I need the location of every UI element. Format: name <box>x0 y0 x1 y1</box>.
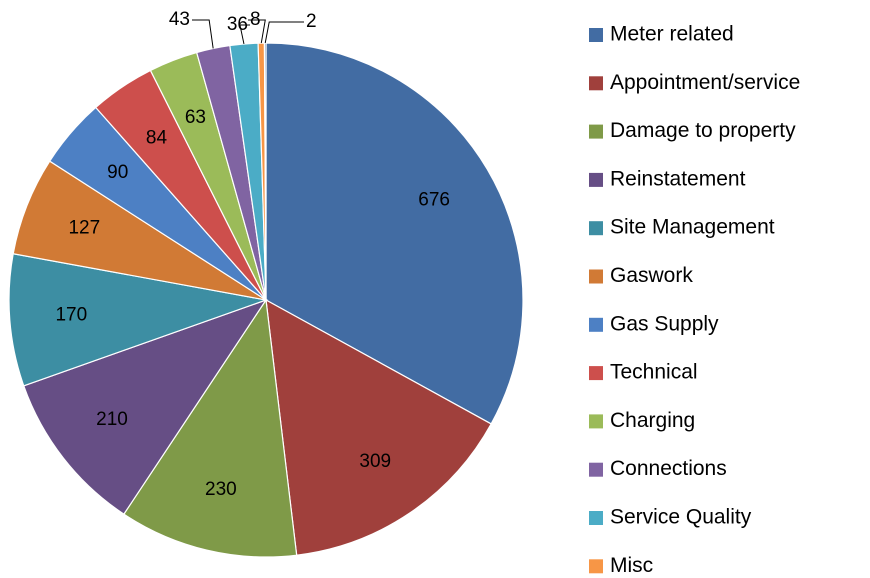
legend-swatch <box>589 172 603 187</box>
legend-label: Site Management <box>610 216 775 239</box>
data-label: 676 <box>418 190 450 211</box>
legend-swatch <box>589 366 603 381</box>
data-label: 230 <box>205 479 237 500</box>
leader-line <box>239 24 250 45</box>
legend-label: Gas Supply <box>610 312 719 335</box>
legend-label: Gaswork <box>610 264 693 287</box>
data-label: 127 <box>68 217 100 238</box>
data-label: 90 <box>107 162 128 183</box>
legend-swatch <box>589 269 603 284</box>
legend-swatch <box>589 76 603 91</box>
data-label: 36 <box>227 14 248 35</box>
legend-label: Meter related <box>610 23 734 46</box>
legend-swatch <box>589 124 603 139</box>
data-label: 210 <box>96 409 128 430</box>
legend-label: Service Quality <box>610 506 752 529</box>
leader-line <box>192 19 214 49</box>
legend-swatch <box>589 28 603 42</box>
legend-label: Misc <box>610 554 653 577</box>
data-label: 309 <box>359 451 391 472</box>
legend-label: Damage to property <box>610 119 796 142</box>
leader-line <box>264 21 304 44</box>
leader-line <box>248 19 266 44</box>
pie-slice <box>22 298 268 515</box>
data-label: 8 <box>250 9 261 30</box>
data-label: 84 <box>146 127 168 148</box>
legend-swatch <box>589 559 603 574</box>
legend-label: Technical <box>610 361 698 384</box>
legend-swatch <box>589 317 603 332</box>
legend-label: Reinstatement <box>610 167 746 190</box>
legend-swatch <box>589 511 603 525</box>
pie-slice <box>8 253 269 387</box>
legend-swatch <box>589 414 603 429</box>
legend-label: Charging <box>610 409 695 432</box>
legend-swatch <box>589 462 603 477</box>
data-label: 43 <box>169 9 190 30</box>
data-label: 170 <box>55 305 87 326</box>
legend-label: Connections <box>610 457 727 480</box>
pie-slice <box>265 298 492 556</box>
data-label: 2 <box>306 11 317 32</box>
pie-slice <box>123 298 298 558</box>
legend-label: Appointment/service <box>610 71 800 94</box>
legend-swatch <box>589 221 603 236</box>
pie-slice <box>265 42 524 425</box>
data-label: 63 <box>185 107 206 128</box>
